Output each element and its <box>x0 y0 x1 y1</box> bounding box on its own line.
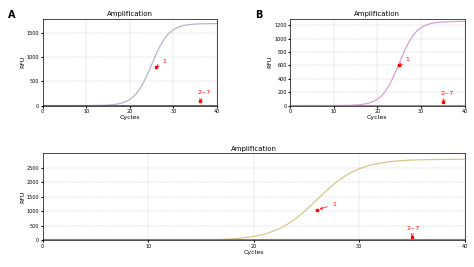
Text: A: A <box>8 10 15 20</box>
Title: Amplification: Amplification <box>107 11 153 17</box>
Title: Amplification: Amplification <box>230 146 277 152</box>
Text: 2~7: 2~7 <box>197 91 210 101</box>
Text: 2~7: 2~7 <box>407 226 420 236</box>
X-axis label: Cycles: Cycles <box>119 115 140 120</box>
Y-axis label: RFU: RFU <box>268 56 273 68</box>
X-axis label: Cycles: Cycles <box>367 115 388 120</box>
Text: 1: 1 <box>320 202 337 209</box>
Y-axis label: RFU: RFU <box>20 191 25 203</box>
X-axis label: Cycles: Cycles <box>243 250 264 255</box>
Title: Amplification: Amplification <box>355 11 401 17</box>
Text: 1: 1 <box>400 57 410 65</box>
Text: 2~7: 2~7 <box>440 91 454 101</box>
Text: 1: 1 <box>156 59 166 66</box>
Y-axis label: RFU: RFU <box>20 56 25 68</box>
Text: B: B <box>255 10 263 20</box>
